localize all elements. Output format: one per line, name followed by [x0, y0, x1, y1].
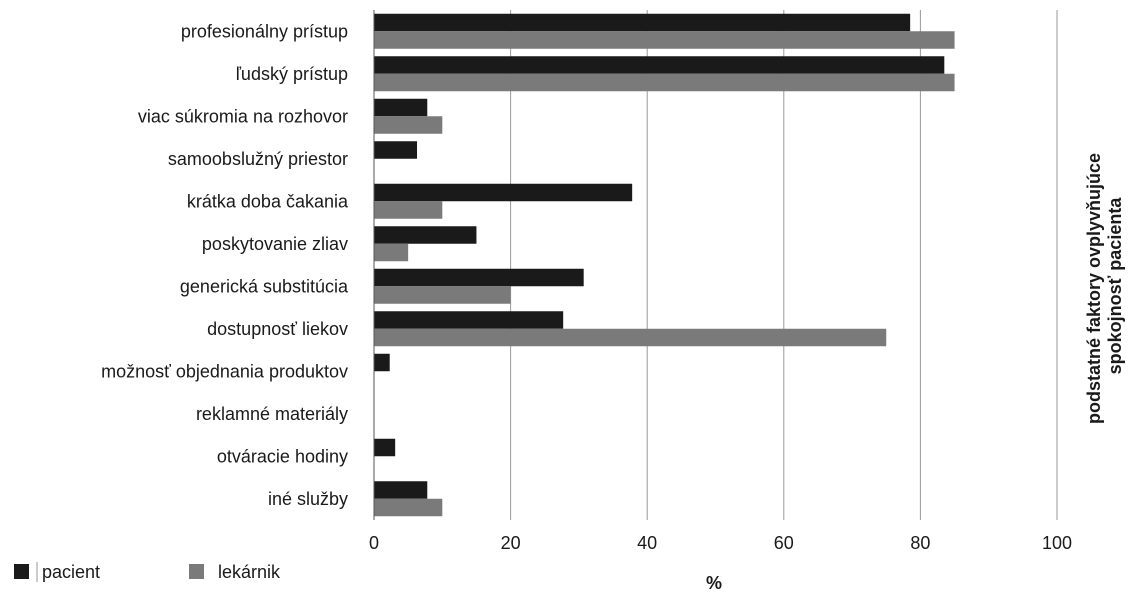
bar-lekarnik-viac-sukromia-na-rozhovor [374, 116, 443, 134]
x-tick-label-100: 100 [1042, 533, 1072, 553]
bars [374, 13, 955, 517]
x-tick-labels: 0 20 40 60 80 100 [369, 533, 1072, 553]
x-axis-title: % [706, 573, 722, 593]
bar-pacient-profesionalny-pristup [374, 13, 911, 32]
bar-pacient-ludsky-pristup [374, 56, 945, 74]
bar-pacient-samoobsluzny-priestor [374, 141, 418, 159]
category-label-samoobsluzny-priestor: samoobslužný priestor [168, 149, 348, 169]
bar-lekarnik-genericka-substitucia [374, 286, 511, 304]
x-tick-label-20: 20 [501, 533, 521, 553]
legend: pacient lekárnik [14, 562, 281, 582]
bar-pacient-otvaracie-hodiny [374, 438, 396, 457]
y-axis-title-line-1: podstatné faktory ovplyvňujúce [1084, 153, 1104, 424]
x-tick-label-0: 0 [369, 533, 379, 553]
x-tick-label-60: 60 [774, 533, 794, 553]
bar-lekarnik-ine-sluzby [374, 498, 443, 517]
category-labels: profesionálny prístup ľudský prístup viac … [101, 21, 349, 509]
gridlines [510, 10, 1058, 520]
bar-lekarnik-dostupnost-liekov [374, 328, 887, 347]
bar-lekarnik-ludsky-pristup [374, 73, 955, 92]
x-tick-label-80: 80 [910, 533, 930, 553]
bar-pacient-ine-sluzby [374, 481, 428, 499]
category-label-profesionalny-pristup: profesionálny prístup [181, 21, 348, 41]
category-label-otvaracie-hodiny: otváracie hodiny [217, 446, 348, 466]
category-label-genericka-substitucia: generická substitúcia [180, 276, 349, 296]
category-label-viac-sukromia-na-rozhovor: viac súkromia na rozhovor [138, 106, 348, 126]
category-label-kratka-doba-cakania: krátka doba čakania [187, 191, 349, 211]
legend-swatch-pacient [14, 564, 29, 579]
category-label-poskytovanie-zliav: poskytovanie zliav [202, 234, 348, 254]
bar-pacient-genericka-substitucia [374, 268, 584, 287]
bar-pacient-kratka-doba-cakania [374, 183, 633, 202]
category-label-ludsky-pristup: ľudský prístup [236, 64, 348, 84]
legend-label-lekarnik: lekárnik [218, 562, 281, 582]
category-label-reklamne-materialy: reklamné materiály [196, 404, 348, 424]
bar-lekarnik-profesionalny-pristup [374, 31, 955, 49]
category-label-moznost-objednania-produktov: možnosť objednania produktov [101, 361, 348, 381]
category-label-dostupnost-liekov: dostupnosť liekov [207, 319, 348, 339]
category-label-ine-sluzby: iné služby [268, 489, 348, 509]
y-axis-title: podstatné faktory ovplyvňujúce spokojnos… [1084, 148, 1125, 424]
bar-pacient-poskytovanie-zliav [374, 226, 477, 244]
x-tick-label-40: 40 [637, 533, 657, 553]
bar-lekarnik-poskytovanie-zliav [374, 243, 409, 262]
bar-lekarnik-kratka-doba-cakania [374, 201, 443, 219]
y-axis-title-line-2: spokojnosť pacienta [1105, 197, 1125, 375]
bar-pacient-viac-sukromia-na-rozhovor [374, 98, 428, 117]
legend-label-pacient: pacient [42, 562, 100, 582]
legend-swatch-lekarnik [189, 564, 204, 579]
bar-pacient-dostupnost-liekov [374, 311, 564, 329]
bar-pacient-moznost-objednania-produktov [374, 353, 390, 372]
